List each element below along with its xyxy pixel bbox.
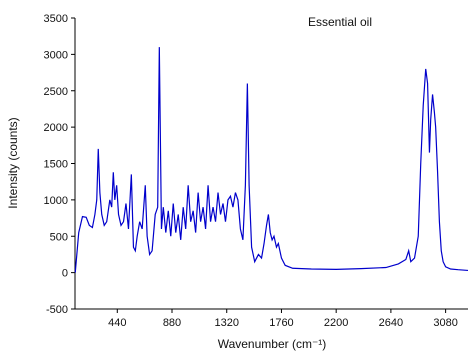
x-tick-label: 2640 xyxy=(379,317,403,329)
y-tick-label: 1500 xyxy=(44,159,68,171)
y-tick-label: -500 xyxy=(46,304,68,316)
x-tick-label: 440 xyxy=(108,317,126,329)
y-tick-label: 2000 xyxy=(44,122,68,134)
spectrum-line xyxy=(74,47,469,273)
y-axis-label: Intensity (counts) xyxy=(6,117,20,208)
x-tick-label: 3080 xyxy=(433,317,457,329)
y-tick-label: 3000 xyxy=(44,49,68,61)
x-tick-label: 880 xyxy=(163,317,181,329)
x-axis-label: Wavenumber (cm⁻¹) xyxy=(218,337,327,351)
x-tick-label: 2200 xyxy=(324,317,348,329)
y-tick-label: 500 xyxy=(50,231,68,243)
y-tick-label: 0 xyxy=(62,268,68,280)
y-tick-label: 3500 xyxy=(44,13,68,25)
y-tick-label: 1000 xyxy=(44,195,68,207)
annotation: Essential oil xyxy=(308,15,372,29)
y-tick-label: 2500 xyxy=(44,86,68,98)
x-tick-label: 1320 xyxy=(214,317,238,329)
x-tick-label: 1760 xyxy=(269,317,293,329)
